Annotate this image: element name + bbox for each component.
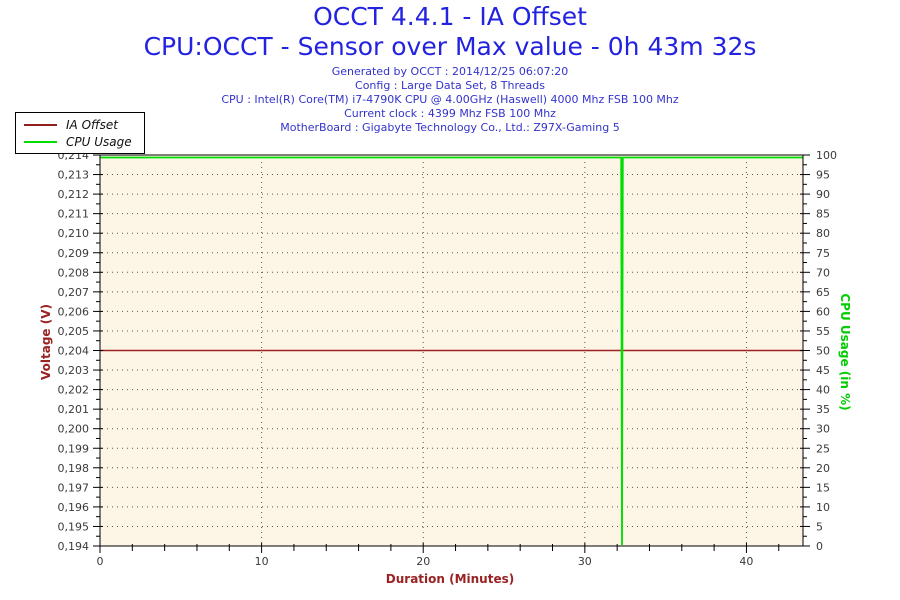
- y-right-tick-label: 10: [816, 501, 830, 514]
- info-block: Generated by OCCT : 2014/12/25 06:07:20 …: [0, 65, 900, 135]
- y-left-tick-label: 0,202: [58, 384, 90, 397]
- y-left-tick-label: 0,196: [58, 501, 90, 514]
- y-right-tick-label: 20: [816, 462, 830, 475]
- y-right-tick-label: 95: [816, 169, 830, 182]
- left-axis-title: Voltage (V): [39, 304, 53, 380]
- x-tick-label: 30: [578, 555, 592, 568]
- y-right-tick-label: 35: [816, 403, 830, 416]
- y-left-tick-label: 0,205: [58, 325, 90, 338]
- chart-title: OCCT 4.4.1 - IA Offset: [313, 2, 587, 31]
- y-left-tick-label: 0,207: [58, 286, 90, 299]
- ia-offset-line-swatch: [24, 123, 57, 126]
- y-right-tick-label: 30: [816, 423, 830, 436]
- y-right-tick-label: 5: [816, 520, 823, 533]
- series-line-cpu-usage: [100, 156, 803, 546]
- chart-subtitle: CPU:OCCT - Sensor over Max value - 0h 43…: [143, 32, 757, 61]
- y-left-tick-label: 0,194: [58, 540, 90, 553]
- y-left-tick-label: 0,198: [58, 462, 90, 475]
- y-left-tick-label: 0,206: [58, 305, 90, 318]
- y-left-tick-label: 0,204: [58, 345, 90, 358]
- y-right-tick-label: 100: [816, 149, 837, 162]
- legend-item-ia-offset: IA Offset: [24, 116, 132, 133]
- y-right-tick-label: 0: [816, 540, 823, 553]
- y-left-tick-label: 0,199: [58, 442, 90, 455]
- y-right-tick-label: 15: [816, 481, 830, 494]
- y-left-tick-label: 0,211: [58, 208, 90, 221]
- y-left-tick-label: 0,213: [58, 169, 90, 182]
- x-tick-label: 40: [739, 555, 753, 568]
- info-line-generated: Generated by OCCT : 2014/12/25 06:07:20: [331, 65, 569, 78]
- y-left-tick-label: 0,212: [58, 188, 90, 201]
- legend-label-ia-offset: IA Offset: [66, 117, 119, 132]
- legend-item-cpu-usage: CPU Usage: [24, 133, 132, 150]
- x-axis-title: Duration (Minutes): [385, 572, 515, 586]
- y-left-tick-label: 0,200: [58, 423, 90, 436]
- y-right-tick-label: 55: [816, 325, 830, 338]
- right-axis-title: CPU Usage (in %): [838, 293, 852, 411]
- y-right-tick-label: 70: [816, 266, 830, 279]
- info-line-cpu: CPU : Intel(R) Core(TM) i7-4790K CPU @ 4…: [221, 93, 679, 106]
- y-right-tick-label: 90: [816, 188, 830, 201]
- y-left-tick-label: 0,208: [58, 266, 90, 279]
- info-line-motherboard: MotherBoard : Gigabyte Technology Co., L…: [280, 121, 620, 134]
- cpu-usage-line-swatch: [24, 140, 57, 143]
- info-line-config: Config : Large Data Set, 8 Threads: [355, 79, 545, 92]
- y-left-tick-label: 0,209: [58, 247, 90, 260]
- y-right-tick-label: 50: [816, 345, 830, 358]
- y-right-tick-label: 25: [816, 442, 830, 455]
- y-left-tick-label: 0,195: [58, 520, 90, 533]
- info-line-clock: Current clock : 4399 Mhz FSB 100 Mhz: [344, 107, 556, 120]
- y-right-tick-label: 80: [816, 227, 830, 240]
- x-tick-label: 0: [97, 555, 104, 568]
- y-left-tick-label: 0,201: [58, 403, 90, 416]
- y-right-tick-label: 75: [816, 247, 830, 260]
- y-left-tick-label: 0,197: [58, 481, 90, 494]
- y-right-tick-label: 60: [816, 305, 830, 318]
- x-tick-label: 20: [416, 555, 430, 568]
- x-tick-label: 10: [255, 555, 269, 568]
- y-left-tick-label: 0,203: [58, 364, 90, 377]
- y-right-tick-label: 45: [816, 364, 830, 377]
- legend: IA Offset CPU Usage: [15, 112, 145, 154]
- y-right-tick-label: 40: [816, 384, 830, 397]
- legend-label-cpu-usage: CPU Usage: [66, 134, 132, 149]
- y-right-tick-label: 65: [816, 286, 830, 299]
- y-right-tick-label: 85: [816, 208, 830, 221]
- y-left-tick-label: 0,210: [58, 227, 90, 240]
